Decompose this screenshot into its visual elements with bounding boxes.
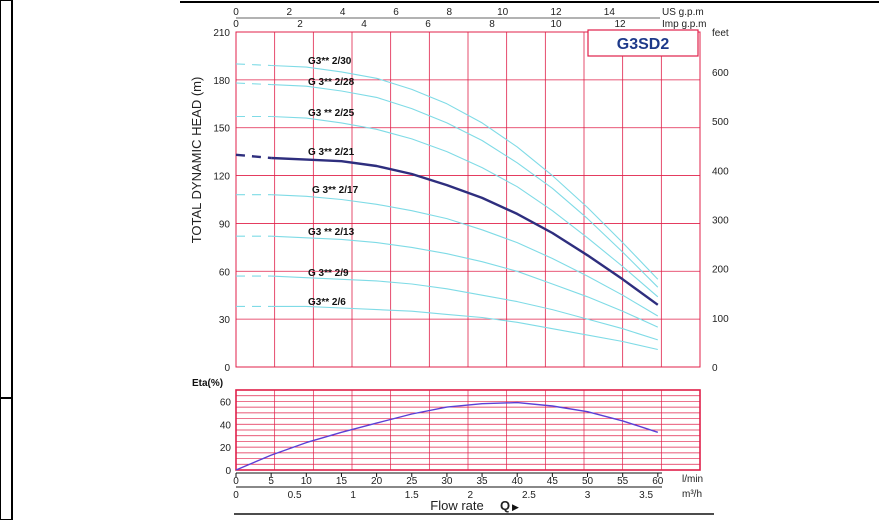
chart-title-badge [587,29,699,57]
flow-rate-title: Flow rate [430,498,483,513]
us-gpm-tick-label: 4 [340,7,346,18]
curve-model-label: G 3** 2/28 [308,77,355,88]
head-curve [271,64,659,280]
efficiency-chart-grid [235,389,701,471]
head-y-tick-label: 30 [219,315,231,326]
efficiency-curve [235,401,659,471]
us-gpm-tick-label: 0 [233,7,239,18]
head-y-tick-label: 210 [213,28,230,39]
flow-rate-q-symbol: Q [500,498,510,513]
lmin-unit-label: l/min [682,474,703,485]
curve-model-label: G 3** 2/9 [308,268,349,279]
feet-tick-label: 300 [712,216,729,227]
imp-gpm-tick-label: 8 [489,19,495,30]
head-chart-labels: G3** 2/30 G 3** 2/28 G3 ** 2/25 G 3** 2/21 G… [308,56,359,308]
lmin-tick-label: 40 [512,476,524,487]
lmin-tick-label: 15 [336,476,348,487]
head-curve [271,305,658,351]
eta-y-axis-title: Eta(%) [192,378,223,389]
head-y-tick-label: 0 [224,363,230,374]
curve-model-label: G3** 2/30 [308,56,352,67]
imp-gpm-tick-label: 10 [550,19,562,30]
us-gpm-tick-label: 10 [497,7,509,18]
feet-axis-title: feet [712,28,729,39]
curve-model-label: G 3** 2/21 [308,147,355,158]
feet-tick-label: 100 [712,314,729,325]
lmin-tick-label: 0 [233,476,239,487]
lmin-tick-label: 55 [617,476,629,487]
m3h-tick-label: 0 [233,490,239,501]
lmin-tick-label: 50 [582,476,594,487]
head-curve [271,115,659,298]
head-y-tick-label: 180 [213,76,230,87]
us-gpm-tick-label: 6 [393,7,399,18]
eta-y-tick-label: 0 [225,466,231,477]
flow-rate-arrow-icon: ▶ [512,503,519,513]
curve-model-label: G3 ** 2/13 [308,227,355,238]
eta-y-tick-label: 60 [220,397,232,408]
feet-tick-label: 200 [712,265,729,276]
imp-gpm-tick-label: 0 [233,19,239,30]
imp-gpm-tick-label: 12 [614,19,626,30]
m3h-tick-label: 3 [585,490,591,501]
us-gpm-axis-title: US g.p.m [662,7,704,18]
head-curve [271,235,659,328]
head-y-tick-label: 90 [219,219,231,230]
feet-tick-label: 600 [712,68,729,79]
m3h-unit-label: m³/h [682,489,702,500]
feet-tick-label: 0 [712,363,718,374]
eta-y-tick-label: 40 [220,420,232,431]
us-gpm-tick-label: 8 [447,7,453,18]
head-curve-dashed [235,153,272,160]
lmin-tick-label: 5 [268,476,274,487]
chart-title: G3SD2 [617,36,670,53]
head-y-tick-label: 60 [219,267,231,278]
lmin-tick-label: 45 [547,476,559,487]
lmin-tick-label: 10 [301,476,313,487]
imp-gpm-axis-title: Imp g.p.m [662,19,706,30]
head-curve [271,275,658,341]
m3h-tick-label: 1.5 [405,490,419,501]
efficiency-chart-curve [235,401,659,471]
lmin-tick-label: 30 [441,476,453,487]
head-curve-dashed [235,82,272,86]
m3h-tick-label: 2 [468,490,474,501]
head-y-tick-label: 150 [213,124,230,135]
head-y-tick-label: 120 [213,172,230,183]
lmin-tick-label: 35 [476,476,488,487]
m3h-tick-label: 1 [350,490,356,501]
curve-model-label: G3 ** 2/25 [308,108,355,119]
m3h-tick-label: 3.5 [639,490,653,501]
lmin-tick-label: 20 [371,476,383,487]
lmin-tick-label: 60 [652,476,664,487]
head-curve [271,84,659,288]
efficiency-chart-labels: 0 20 40 60 0 5 10 15 20 25 30 35 40 45 50 55 60 0 0.5 1 1.5 2… [220,397,664,501]
feet-tick-label: 500 [712,117,729,128]
imp-gpm-tick-label: 2 [297,19,303,30]
head-curve-dashed [235,63,272,67]
head-curve [271,194,659,317]
m3h-tick-label: 2.5 [522,490,536,501]
head-chart-curves [235,63,659,351]
us-gpm-tick-label: 2 [287,7,293,18]
us-gpm-tick-label: 12 [550,7,562,18]
page-border-left [0,0,13,521]
curve-model-label: G3** 2/6 [308,297,346,308]
imp-gpm-tick-label: 6 [425,19,431,30]
curve-model-label: G 3** 2/17 [312,185,359,196]
imp-gpm-tick-label: 4 [361,19,367,30]
head-y-axis-title: TOTAL DYNAMIC HEAD (m) [189,77,204,244]
head-curve [271,156,659,306]
m3h-tick-label: 0.5 [288,490,302,501]
eta-y-tick-label: 20 [220,443,232,454]
lmin-tick-label: 25 [406,476,418,487]
feet-tick-label: 400 [712,166,729,177]
us-gpm-tick-label: 14 [604,7,616,18]
